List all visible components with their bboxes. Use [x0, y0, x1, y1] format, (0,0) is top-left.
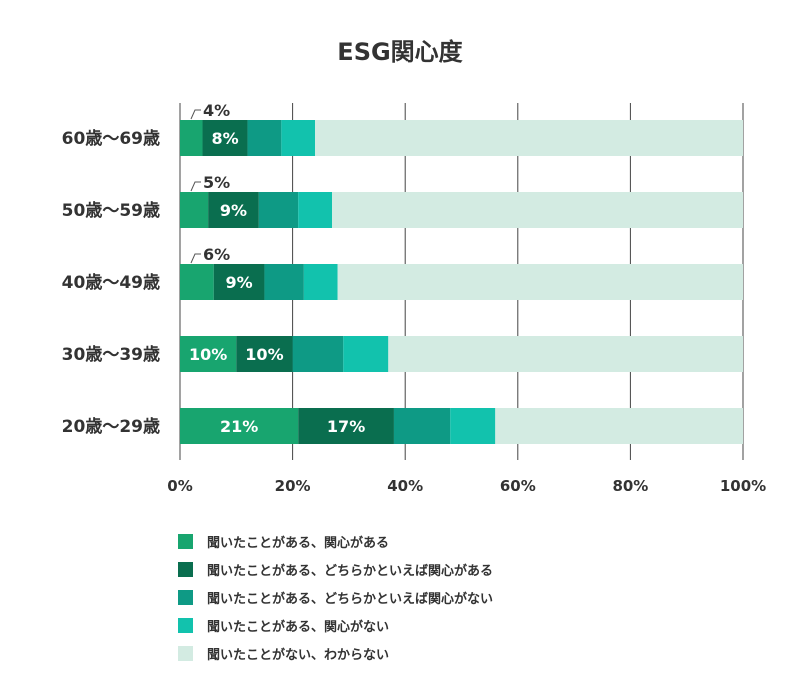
bar-segment	[292, 336, 344, 372]
leader-line	[190, 181, 201, 192]
legend-swatch	[178, 561, 193, 577]
x-tick-label: 20%	[275, 477, 311, 495]
legend: 聞いたことがある、関心がある聞いたことがある、どちらかといえば関心がある 聞いたこ…	[178, 527, 493, 667]
category-labels: 60歳～69歳 50歳～59歳 40歳～49歳 30歳～39歳 20歳～29歳	[62, 128, 160, 437]
data-label: 9%	[220, 201, 247, 220]
bar-segment	[298, 192, 333, 228]
category-label: 60歳～69歳	[62, 128, 160, 149]
legend-swatch	[178, 589, 193, 605]
bar-segment	[450, 408, 496, 444]
bar-segment	[180, 192, 209, 228]
bar-segment	[247, 120, 282, 156]
bar-segment	[495, 408, 743, 444]
bar-segment	[388, 336, 743, 372]
bar-segment	[236, 336, 293, 372]
bar-segment	[180, 120, 203, 156]
category-label: 20歳～29歳	[62, 416, 160, 437]
leader-line	[190, 253, 201, 264]
leader-line	[190, 109, 201, 120]
legend-label: 聞いたことがない、わからない	[207, 647, 390, 663]
x-axis-ticks: 0% 20% 40% 60% 80% 100%	[167, 477, 766, 495]
data-label: 17%	[327, 417, 365, 436]
x-tick-label: 100%	[720, 477, 766, 495]
bar-segment	[298, 408, 394, 444]
chart-title: ESG関心度	[337, 38, 463, 66]
legend-label: 聞いたことがある、関心がない	[207, 619, 390, 635]
legend-item: 聞いたことがある、関心がない	[178, 611, 493, 639]
data-label: 5%	[203, 173, 230, 192]
bar-segment	[303, 264, 338, 300]
bar-segment	[315, 120, 743, 156]
bar-segment	[180, 264, 214, 300]
bar-segment	[202, 120, 248, 156]
legend-swatch	[178, 645, 193, 661]
data-label: 4%	[203, 101, 230, 120]
data-label: 10%	[245, 345, 283, 364]
category-label: 50歳～59歳	[62, 200, 160, 221]
data-label: 6%	[203, 245, 230, 264]
bar-segment	[208, 192, 259, 228]
legend-item: 聞いたことがある、関心がある	[178, 527, 493, 555]
legend-item: 聞いたことがない、わからない	[178, 639, 493, 667]
data-label: 9%	[226, 273, 253, 292]
bar-segment	[393, 408, 451, 444]
data-labels: 4% 8% 5% 9% 6% 9% 10% 10% 21% 17%	[189, 101, 365, 436]
bar-segment	[180, 336, 237, 372]
bar-segment	[180, 408, 299, 444]
legend-label: 聞いたことがある、どちらかといえば関心がある	[207, 563, 494, 579]
bar-segment	[343, 336, 389, 372]
x-tick-label: 0%	[167, 477, 192, 495]
category-label: 30歳～39歳	[62, 344, 160, 365]
bar-segment	[337, 264, 743, 300]
legend-swatch	[178, 533, 193, 549]
bar-area	[180, 120, 743, 444]
bar-segment	[258, 192, 299, 228]
x-tick-label: 40%	[387, 477, 423, 495]
x-tick-label: 80%	[612, 477, 648, 495]
category-label: 40歳～49歳	[62, 272, 160, 293]
legend-swatch	[178, 617, 193, 633]
bar-segment	[281, 120, 316, 156]
legend-label: 聞いたことがある、関心がある	[207, 535, 390, 551]
x-tick-label: 60%	[500, 477, 536, 495]
legend-item: 聞いたことがある、どちらかといえば関心がない	[178, 583, 493, 611]
bar-segment	[264, 264, 304, 300]
legend-item: 聞いたことがある、どちらかといえば関心がある	[178, 555, 493, 583]
data-label: 10%	[189, 345, 227, 364]
bar-segment	[213, 264, 265, 300]
bar-segment	[332, 192, 743, 228]
legend-label: 聞いたことがある、どちらかといえば関心がない	[207, 591, 494, 607]
data-label: 8%	[211, 129, 238, 148]
data-label: 21%	[220, 417, 258, 436]
